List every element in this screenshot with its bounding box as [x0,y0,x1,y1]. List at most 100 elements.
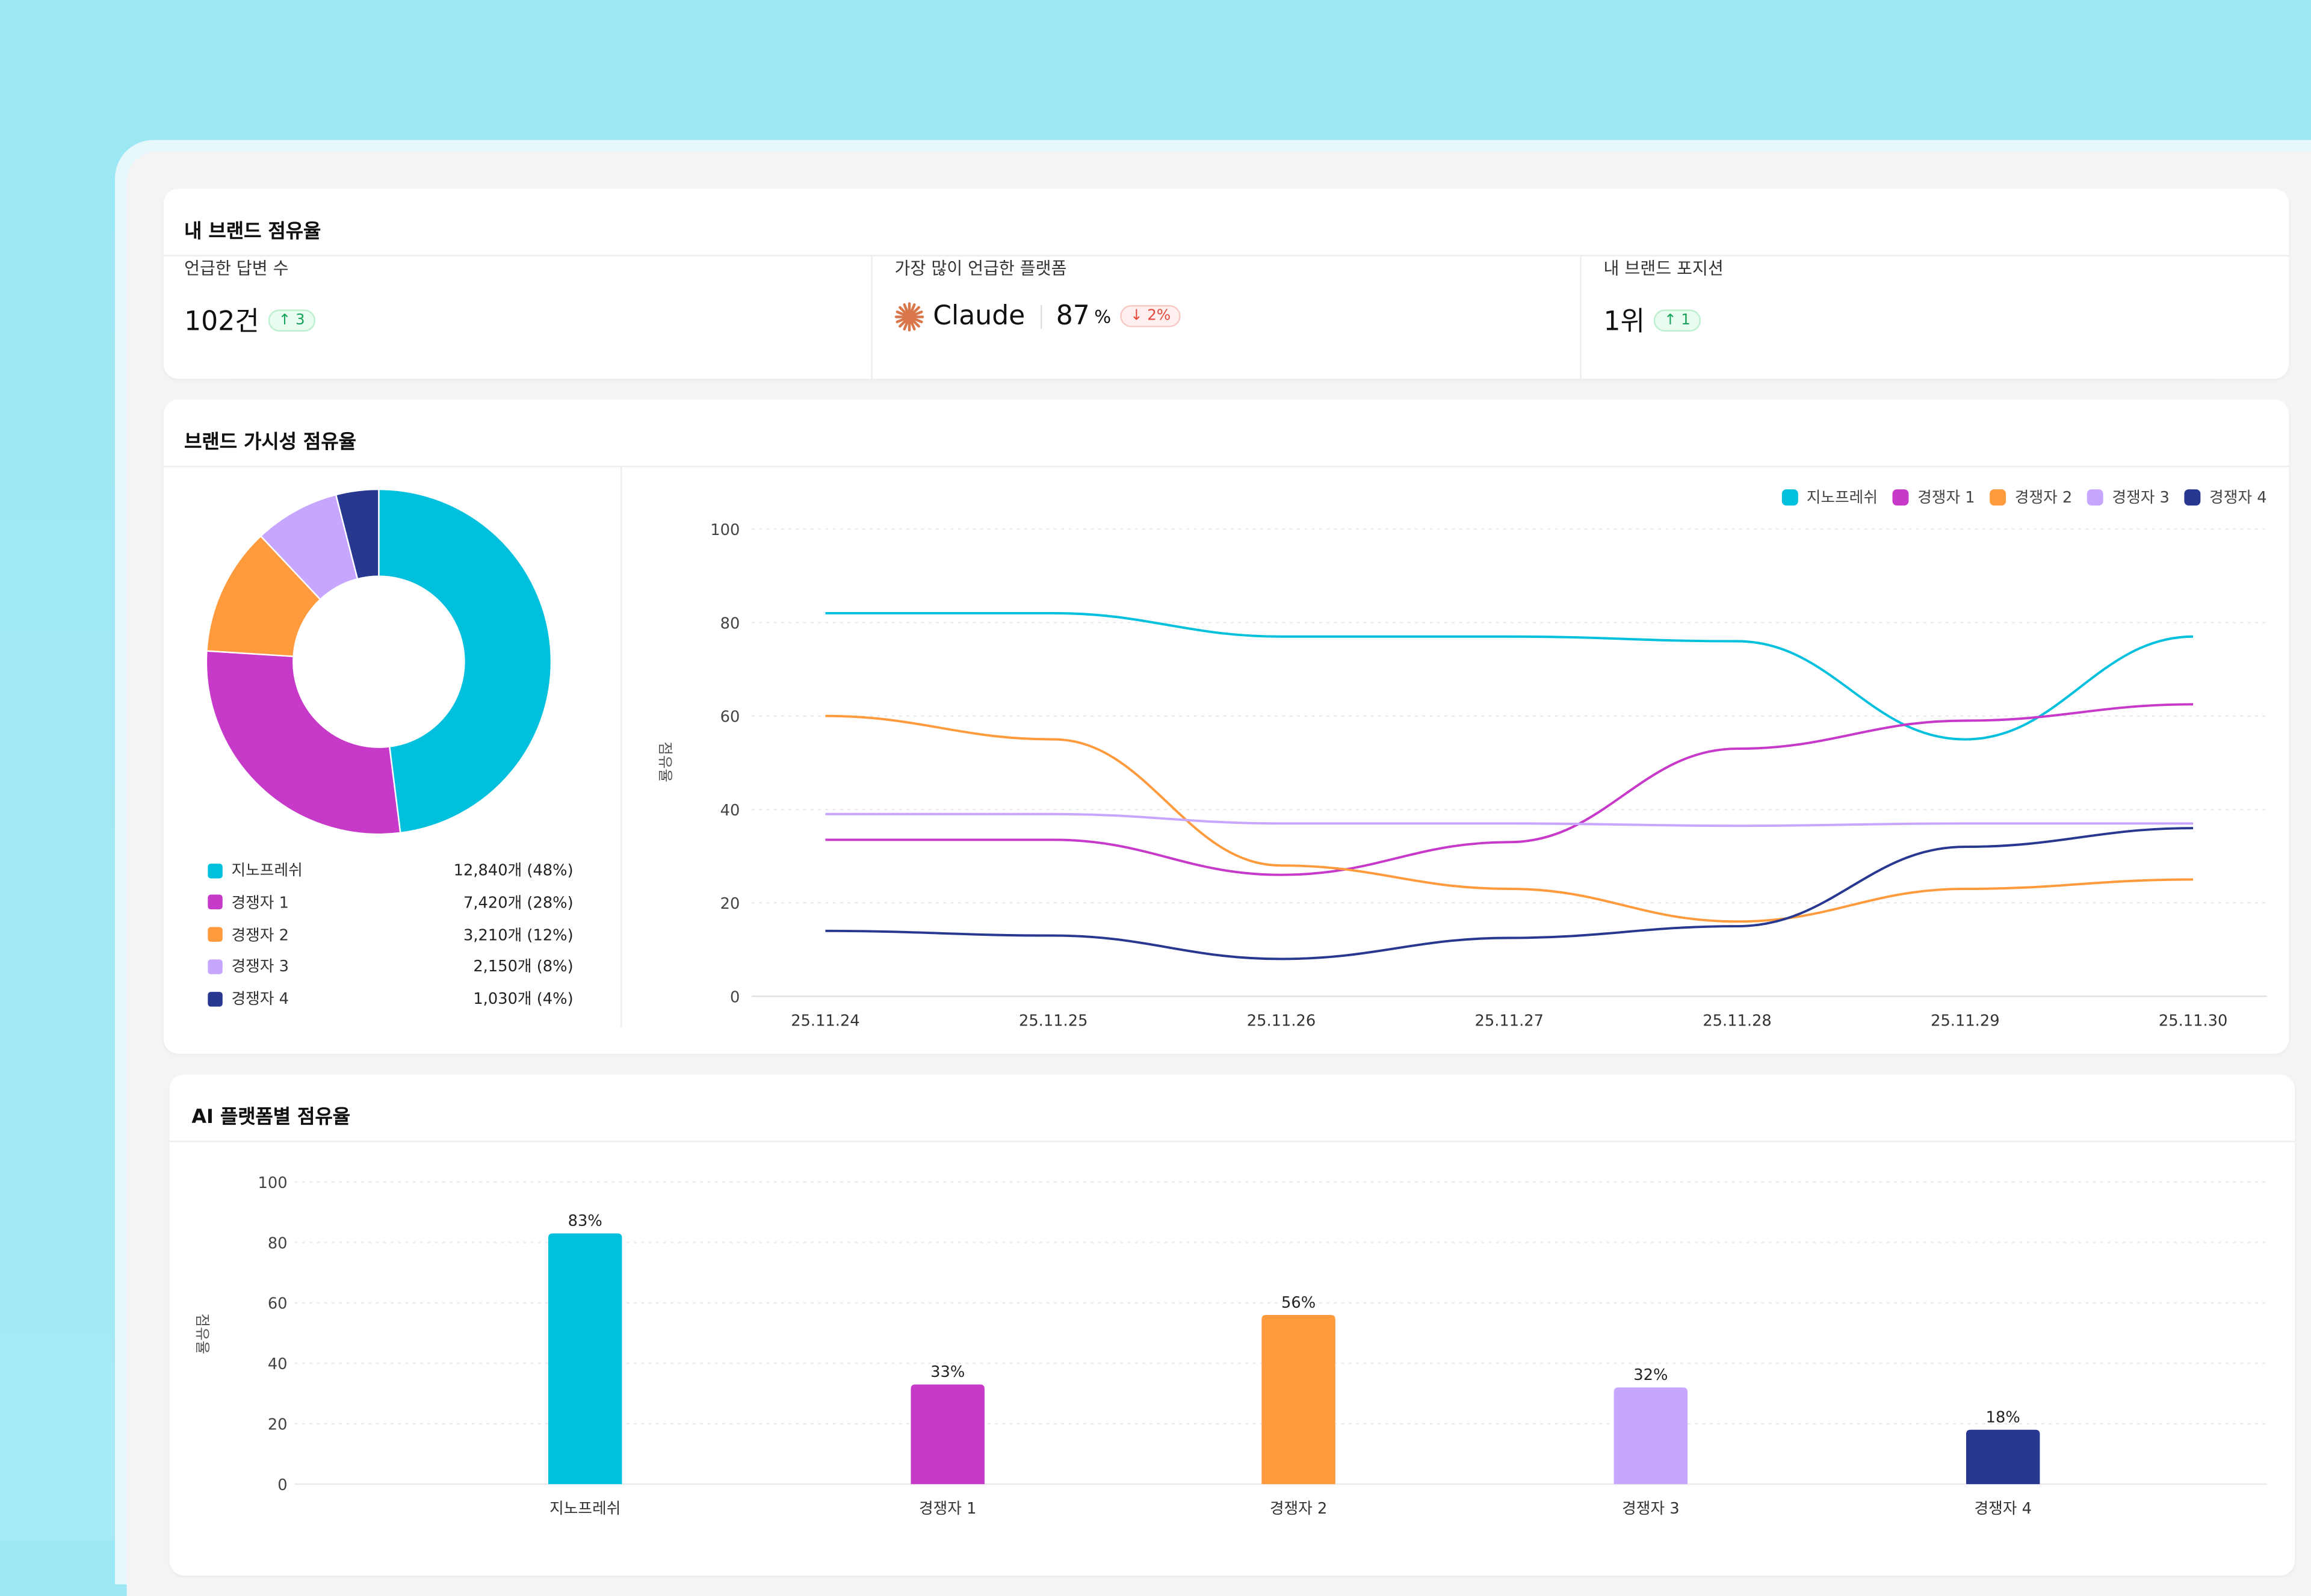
legend-swatch [2184,489,2201,506]
y-axis-label: 점유율 [194,1314,211,1355]
legend-value: 1,030개 (4%) [473,991,574,1009]
legend-swatch [208,927,223,942]
divider [620,467,622,1027]
legend-label: 경쟁자 1 [1917,489,1975,507]
delta-badge: ↓ 2% [1119,305,1181,327]
bar [1613,1387,1688,1485]
legend-value: 2,150개 (8%) [473,958,574,977]
divider [1039,304,1042,328]
legend-swatch [208,959,223,974]
series-line [825,714,2194,923]
legend-label: 경쟁자 2 [2014,489,2073,507]
legend-label: 경쟁자 4 [2209,489,2267,507]
legend-item: 경쟁자 2 3,210개 (12%) [208,924,574,946]
bar [548,1233,622,1485]
divider [1580,256,1582,379]
bar [1261,1314,1335,1485]
y-tick-label: 40 [720,802,740,820]
kpi-label: 내 브랜드 포지션 [1603,258,1724,279]
delta-badge: ↑ 3 [268,309,315,331]
card-title: 브랜드 가시성 점유율 [184,431,356,454]
legend-item[interactable]: 경쟁자 4 [2184,486,2267,509]
kpi-platform: 가장 많이 언급한 플랫폼 Claude 87 % ↓ 2% [895,256,1181,332]
donut-slice [378,488,552,834]
delta-badge: ↑ 1 [1653,309,1701,331]
donut-slice [206,534,321,657]
summary-card: 내 브랜드 점유율 언급한 답변 수 102건 ↑ 3 가장 많이 언급한 플랫… [163,188,2289,379]
legend-swatch [208,991,223,1006]
y-tick-label: 40 [268,1355,288,1373]
y-axis-label: 점유율 [657,741,674,782]
legend-label: 경쟁자 1 [231,894,289,912]
x-tick-label: 25.11.30 [2159,1012,2227,1030]
y-tick-label: 20 [268,1416,288,1434]
kpi-unit: % [1094,306,1112,327]
data-label: 83% [568,1212,602,1230]
legend-item[interactable]: 경쟁자 1 [1892,486,1975,509]
legend-value: 3,210개 (12%) [463,926,574,944]
y-tick-label: 80 [268,1234,288,1252]
x-tick-label: 25.11.28 [1703,1012,1771,1030]
kpi-value: 87 [1056,300,1090,332]
kpi-position: 내 브랜드 포지션 1위 ↑ 1 [1604,256,1724,339]
x-tick-label: 25.11.24 [791,1012,859,1030]
x-tick-label: 경쟁자 3 [1622,1500,1679,1518]
y-tick-label: 60 [268,1295,288,1313]
bar-chart: 0 20 40 60 80 100 점유율 83% 지노프레쉬 33% 경쟁자 1 56% 경쟁자 2 3… [194,1174,2267,1518]
kpi-answers: 언급한 답변 수 102건 ↑ 3 [184,256,315,339]
kpi-value: 102건 [184,306,259,338]
legend-swatch [2087,489,2103,506]
y-tick-label: 60 [720,708,740,726]
divider [871,256,873,379]
x-tick-label: 25.11.27 [1475,1012,1544,1030]
divider [169,1140,2295,1142]
series-line [825,812,2194,827]
legend-item[interactable]: 경쟁자 3 [2087,486,2170,509]
x-tick-label: 25.11.29 [1931,1012,1999,1030]
legend-swatch [1990,489,2006,506]
data-label: 32% [1633,1366,1668,1384]
y-tick-label: 80 [720,614,740,633]
series-line [825,827,2194,960]
x-tick-label: 경쟁자 1 [919,1500,976,1518]
series-line [825,703,2194,876]
donut-slice [205,650,401,835]
x-tick-label: 25.11.25 [1019,1012,1087,1030]
line-legend: 지노프레쉬 경쟁자 1 경쟁자 2 경쟁자 3 경쟁자 4 [1781,486,2267,509]
claude-logo-icon [894,302,924,331]
platform-card: AI 플랫폼별 점유율 [169,1074,2295,1576]
legend-label: 지노프레쉬 [231,862,303,880]
legend-item: 경쟁자 3 2,150개 (8%) [208,956,574,978]
legend-label: 지노프레쉬 [1806,489,1878,507]
donut-slice [335,488,380,580]
legend-item[interactable]: 경쟁자 2 [1990,486,2072,509]
platform-name: Claude [933,300,1026,332]
legend-item: 경쟁자 1 7,420개 (28%) [208,891,574,914]
legend-item: 지노프레쉬 12,840개 (48%) [208,859,574,882]
card-title: AI 플랫폼별 점유율 [191,1107,351,1129]
legend-label: 경쟁자 2 [231,926,289,944]
y-tick-label: 0 [730,988,740,1006]
y-tick-label: 20 [720,895,740,913]
x-tick-label: 경쟁자 4 [1974,1500,2031,1518]
legend-label: 경쟁자 3 [2112,489,2170,507]
series-line [825,611,2194,741]
data-label: 56% [1281,1294,1316,1312]
legend-item[interactable]: 지노프레쉬 [1781,486,1878,509]
kpi-label: 가장 많이 언급한 플랫폼 [894,258,1067,279]
x-tick-label: 경쟁자 2 [1270,1500,1327,1518]
data-label: 33% [930,1363,965,1381]
divider [163,255,2289,257]
legend-label: 경쟁자 4 [231,991,289,1009]
y-tick-label: 100 [258,1174,287,1192]
y-tick-label: 100 [710,521,740,539]
legend-swatch [1781,489,1798,506]
bar [1966,1429,2040,1485]
donut-chart [205,488,552,835]
bar [911,1384,985,1485]
legend-swatch [208,862,223,878]
x-tick-label: 25.11.26 [1247,1012,1316,1030]
legend-value: 12,840개 (48%) [453,862,574,880]
data-label: 18% [1986,1409,2020,1427]
